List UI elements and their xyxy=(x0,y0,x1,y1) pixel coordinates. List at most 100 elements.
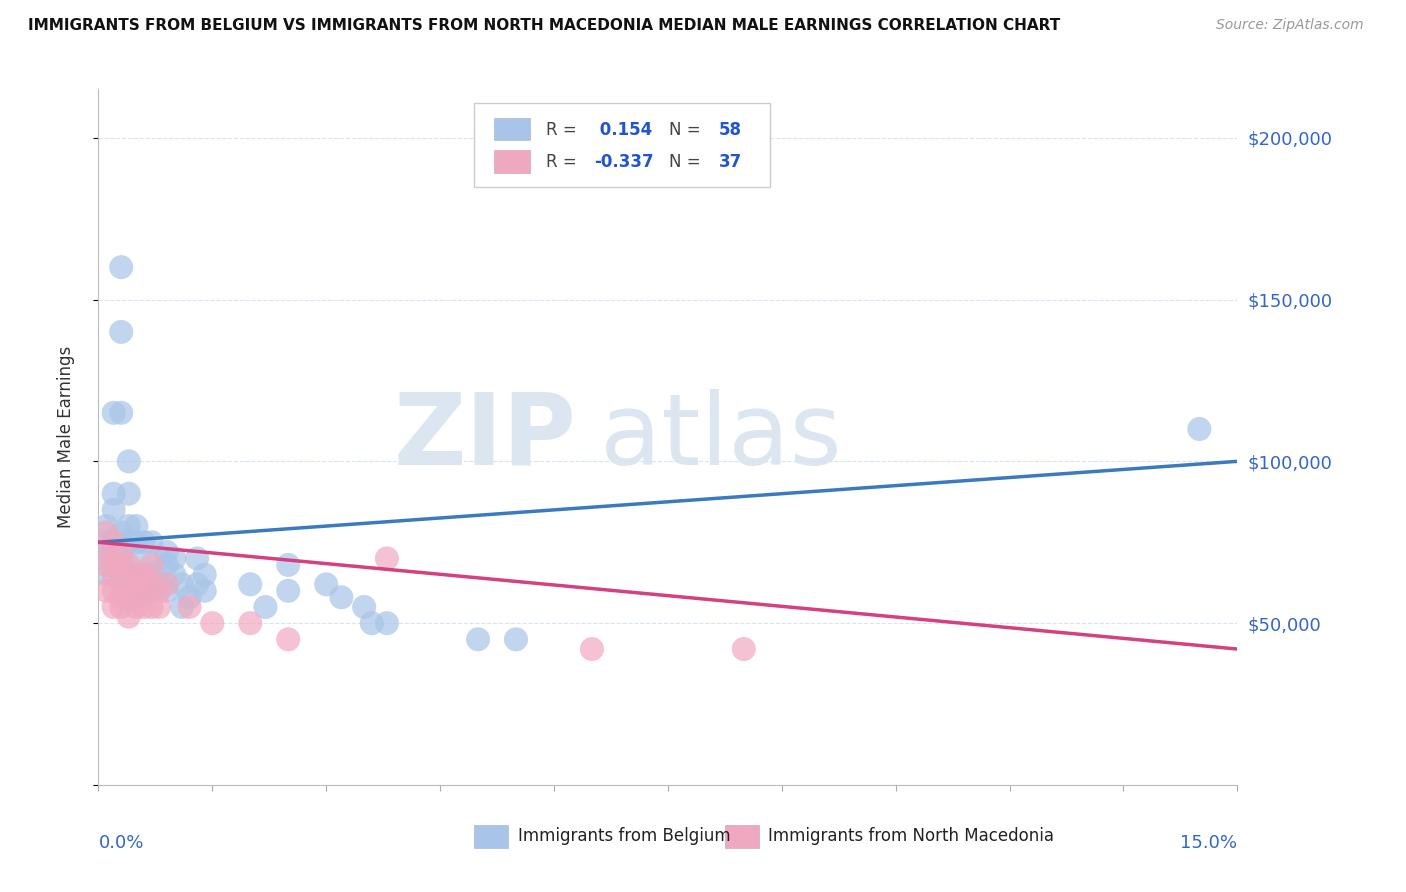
Point xyxy=(110,260,132,275)
Point xyxy=(132,535,155,549)
Point xyxy=(277,632,299,647)
Point xyxy=(94,535,117,549)
Point xyxy=(254,599,277,614)
Point xyxy=(179,591,201,605)
Point xyxy=(103,406,125,420)
Point xyxy=(141,583,163,598)
Point xyxy=(239,616,262,631)
Point xyxy=(156,583,179,598)
Text: -0.337: -0.337 xyxy=(593,153,654,171)
Point xyxy=(156,545,179,559)
Point xyxy=(141,599,163,614)
Point xyxy=(353,599,375,614)
Point xyxy=(118,577,141,591)
Point xyxy=(1188,422,1211,436)
Point xyxy=(170,577,193,591)
Text: 0.154: 0.154 xyxy=(593,120,652,138)
Point xyxy=(505,632,527,647)
Point xyxy=(201,616,224,631)
Text: R =: R = xyxy=(546,120,582,138)
Point xyxy=(110,325,132,339)
Point xyxy=(94,545,117,559)
Point xyxy=(110,591,132,605)
Point xyxy=(94,519,117,533)
Point xyxy=(148,551,170,566)
Point xyxy=(125,577,148,591)
Text: N =: N = xyxy=(669,120,706,138)
Text: atlas: atlas xyxy=(599,389,841,485)
FancyBboxPatch shape xyxy=(725,825,759,847)
Point xyxy=(360,616,382,631)
Y-axis label: Median Male Earnings: Median Male Earnings xyxy=(56,346,75,528)
Point xyxy=(125,519,148,533)
Text: N =: N = xyxy=(669,153,706,171)
Point xyxy=(170,599,193,614)
Text: Source: ZipAtlas.com: Source: ZipAtlas.com xyxy=(1216,18,1364,32)
Point xyxy=(118,486,141,500)
Point xyxy=(156,577,179,591)
Point xyxy=(125,551,148,566)
Point xyxy=(132,583,155,598)
Point xyxy=(141,535,163,549)
Point xyxy=(103,551,125,566)
Point xyxy=(467,632,489,647)
Point xyxy=(330,591,353,605)
Point xyxy=(132,567,155,582)
Point xyxy=(194,567,217,582)
Point xyxy=(103,486,125,500)
Point xyxy=(110,545,132,559)
Point xyxy=(118,519,141,533)
Point xyxy=(110,567,132,582)
Point xyxy=(110,599,132,614)
Point xyxy=(186,551,208,566)
Point xyxy=(141,558,163,572)
Point xyxy=(733,642,755,657)
Point xyxy=(125,567,148,582)
Point xyxy=(94,583,117,598)
Point xyxy=(186,577,208,591)
Text: 15.0%: 15.0% xyxy=(1180,834,1237,852)
Point xyxy=(375,616,398,631)
Text: 58: 58 xyxy=(718,120,742,138)
Point xyxy=(94,525,117,540)
Point xyxy=(110,525,132,540)
Point xyxy=(125,583,148,598)
Text: ZIP: ZIP xyxy=(394,389,576,485)
Point xyxy=(132,577,155,591)
Point xyxy=(132,599,155,614)
FancyBboxPatch shape xyxy=(474,825,509,847)
Point xyxy=(118,535,141,549)
Point xyxy=(125,535,148,549)
Point xyxy=(277,583,299,598)
Point xyxy=(148,583,170,598)
FancyBboxPatch shape xyxy=(474,103,770,186)
Point xyxy=(94,551,117,566)
Point xyxy=(118,567,141,582)
Point xyxy=(103,503,125,517)
Point xyxy=(239,577,262,591)
Text: 0.0%: 0.0% xyxy=(98,834,143,852)
FancyBboxPatch shape xyxy=(494,118,530,140)
Text: IMMIGRANTS FROM BELGIUM VS IMMIGRANTS FROM NORTH MACEDONIA MEDIAN MALE EARNINGS : IMMIGRANTS FROM BELGIUM VS IMMIGRANTS FR… xyxy=(28,18,1060,33)
Point xyxy=(179,599,201,614)
Point xyxy=(118,591,141,605)
Point xyxy=(110,558,132,572)
Point xyxy=(132,567,155,582)
Point xyxy=(277,558,299,572)
Point xyxy=(163,551,186,566)
Point xyxy=(118,558,141,572)
Point xyxy=(118,454,141,468)
Point xyxy=(163,567,186,582)
Text: 37: 37 xyxy=(718,153,742,171)
Text: R =: R = xyxy=(546,153,582,171)
Text: Immigrants from North Macedonia: Immigrants from North Macedonia xyxy=(768,828,1054,846)
Point xyxy=(148,599,170,614)
Point xyxy=(103,567,125,582)
Point xyxy=(125,591,148,605)
FancyBboxPatch shape xyxy=(494,151,530,173)
Point xyxy=(94,567,117,582)
Point xyxy=(141,577,163,591)
Point xyxy=(103,558,125,572)
Point xyxy=(103,599,125,614)
Point xyxy=(156,558,179,572)
